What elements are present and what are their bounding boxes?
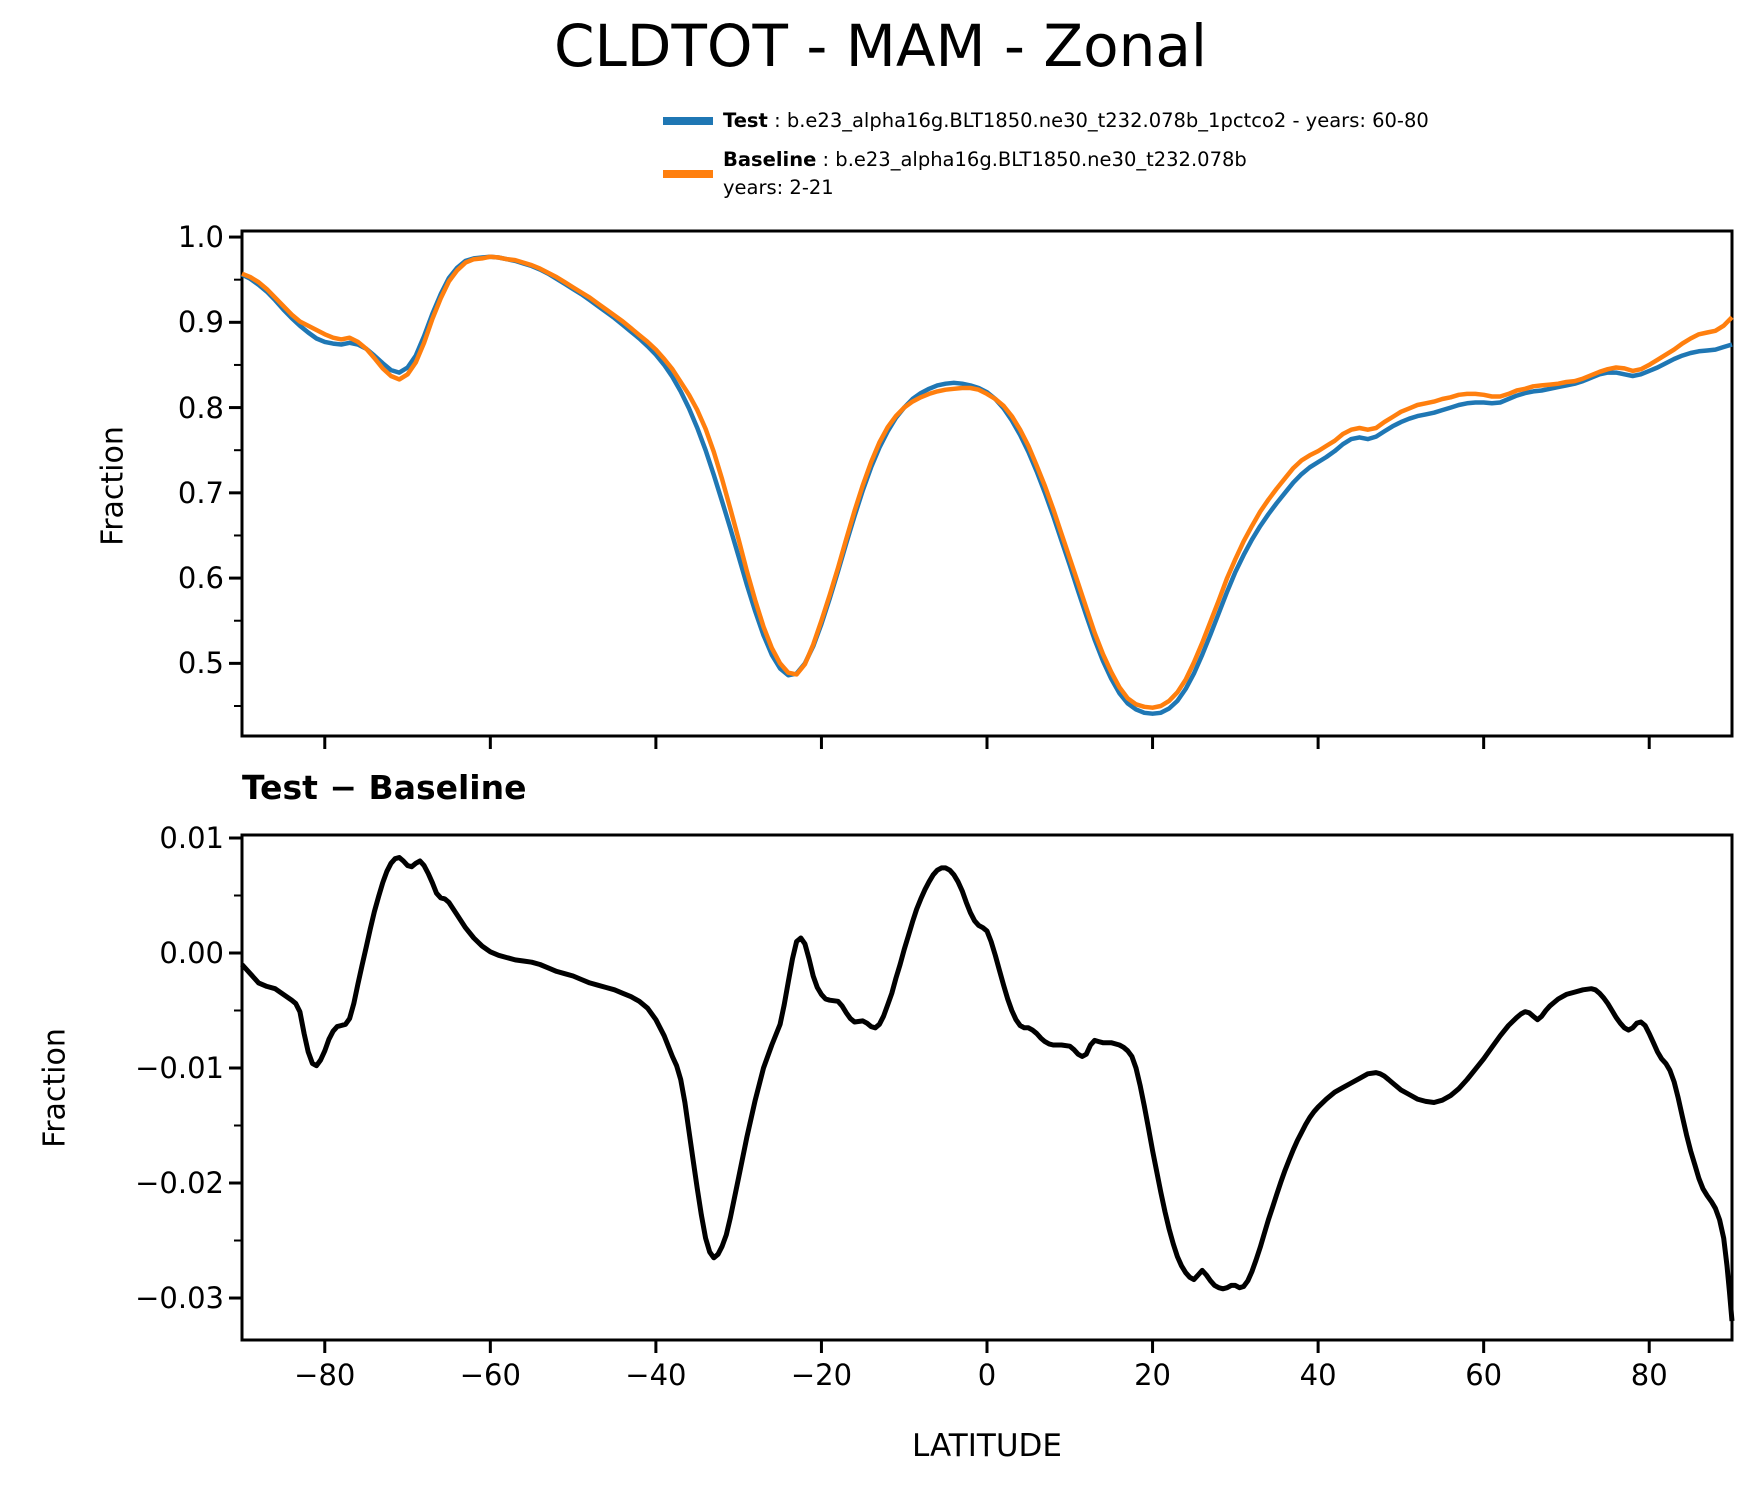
bottom-y-tick-label: 0.01 (159, 820, 224, 855)
x-tick-label: 40 (1299, 1358, 1337, 1392)
legend-baseline-text: : b.e23_alpha16g.BLT1850.ne30_t232.078b (816, 148, 1247, 171)
bottom-series-line-0 (240, 855, 1735, 1322)
legend-entry-test: Test : b.e23_alpha16g.BLT1850.ne30_t232.… (723, 107, 1429, 135)
legend-swatch-test (663, 117, 713, 125)
top-series-line-1 (241, 254, 1734, 710)
legend-baseline-line1: Baseline : b.e23_alpha16g.BLT1850.ne30_t… (723, 146, 1247, 174)
x-tick-label: −80 (294, 1358, 356, 1392)
bottom-y-tick-label: −0.03 (135, 1281, 224, 1316)
bottom-panel-frame (240, 833, 1734, 1342)
x-tick-label: −60 (459, 1358, 521, 1392)
x-tick-label: −20 (790, 1358, 853, 1392)
top-y-tick-label: 0.5 (177, 646, 224, 681)
top-y-tick-label: 0.7 (177, 475, 224, 510)
legend-entry-baseline: Baseline : b.e23_alpha16g.BLT1850.ne30_t… (723, 146, 1247, 202)
bottom-panel-title: Test − Baseline (242, 768, 527, 807)
top-series-line-0 (240, 254, 1733, 716)
chart-title: CLDTOT - MAM - Zonal (554, 12, 1207, 80)
x-tick-label: 80 (1630, 1358, 1668, 1392)
legend-test-label: Test (723, 109, 768, 132)
bottom-y-tick-label: −0.01 (135, 1051, 224, 1085)
top-y-tick-label: 0.6 (177, 561, 224, 596)
x-axis-label: LATITUDE (912, 1428, 1062, 1464)
x-tick-label: −40 (625, 1358, 687, 1392)
top-panel-frame (240, 229, 1734, 738)
top-y-tick-label: 0.8 (177, 390, 224, 425)
legend-baseline-years: years: 2-21 (723, 176, 834, 199)
bottom-y-tick-label: 0.00 (159, 935, 224, 970)
bottom-y-axis-label: Fraction (37, 1028, 73, 1148)
x-tick-label: 20 (1134, 1358, 1171, 1392)
bottom-y-tick-label: −0.02 (135, 1166, 224, 1200)
legend-baseline-label: Baseline (723, 148, 817, 171)
top-y-tick-label: 0.9 (177, 305, 224, 340)
x-tick-label: 60 (1465, 1358, 1503, 1392)
top-y-tick-label: 1.0 (177, 220, 224, 255)
legend-swatch-baseline (663, 170, 713, 178)
legend-test-text: : b.e23_alpha16g.BLT1850.ne30_t232.078b_… (767, 109, 1429, 132)
x-tick-label: 0 (977, 1358, 997, 1392)
